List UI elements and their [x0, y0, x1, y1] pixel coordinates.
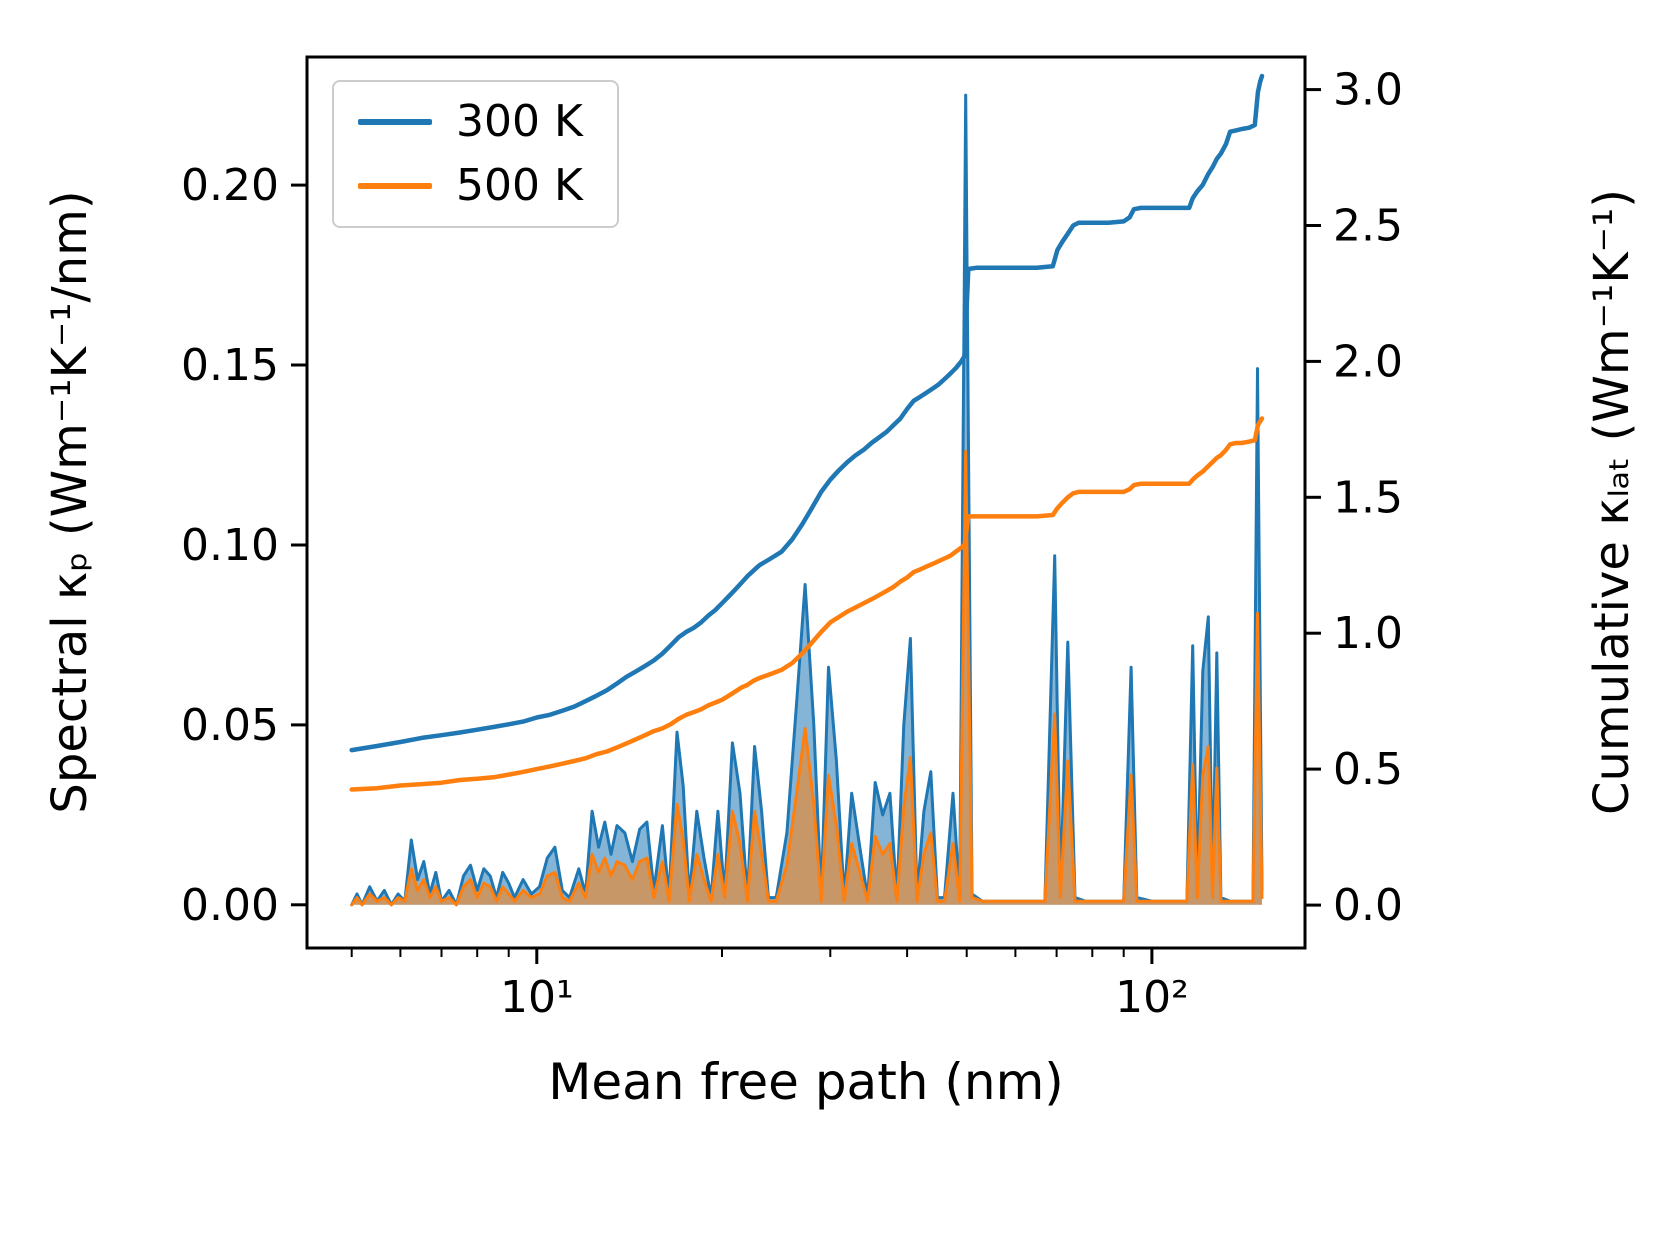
legend-line-300k-swatch: [358, 119, 432, 125]
svg-text:0.05: 0.05: [181, 700, 279, 751]
svg-text:3.0: 3.0: [1333, 65, 1403, 116]
legend-item-500k: 500 K: [358, 164, 583, 208]
legend-label-500k: 500 K: [456, 160, 583, 211]
svg-text:1.5: 1.5: [1333, 472, 1403, 523]
legend-line-500k-swatch: [358, 183, 432, 189]
left-axis-title: Spectral κₚ (Wm⁻¹K⁻¹/nm): [42, 190, 98, 814]
svg-text:2.0: 2.0: [1333, 336, 1403, 387]
svg-text:0.0: 0.0: [1333, 880, 1403, 931]
legend-label-300k: 300 K: [456, 96, 583, 147]
svg-text:1.0: 1.0: [1333, 608, 1403, 659]
right-axis-title: Cumulative κₗₐₜ (Wm⁻¹K⁻¹): [1584, 189, 1640, 815]
svg-text:0.20: 0.20: [181, 160, 279, 211]
legend-item-300k: 300 K: [358, 100, 583, 144]
x-axis-title: Mean free path (nm): [548, 1053, 1064, 1111]
svg-text:10²: 10²: [1115, 972, 1189, 1023]
svg-text:2.5: 2.5: [1333, 201, 1403, 252]
svg-text:0.10: 0.10: [181, 520, 279, 571]
svg-text:0.00: 0.00: [181, 880, 279, 931]
svg-text:0.5: 0.5: [1333, 744, 1403, 795]
svg-text:0.15: 0.15: [181, 340, 279, 391]
legend: 300 K 500 K: [332, 80, 619, 228]
svg-text:10¹: 10¹: [500, 972, 574, 1023]
